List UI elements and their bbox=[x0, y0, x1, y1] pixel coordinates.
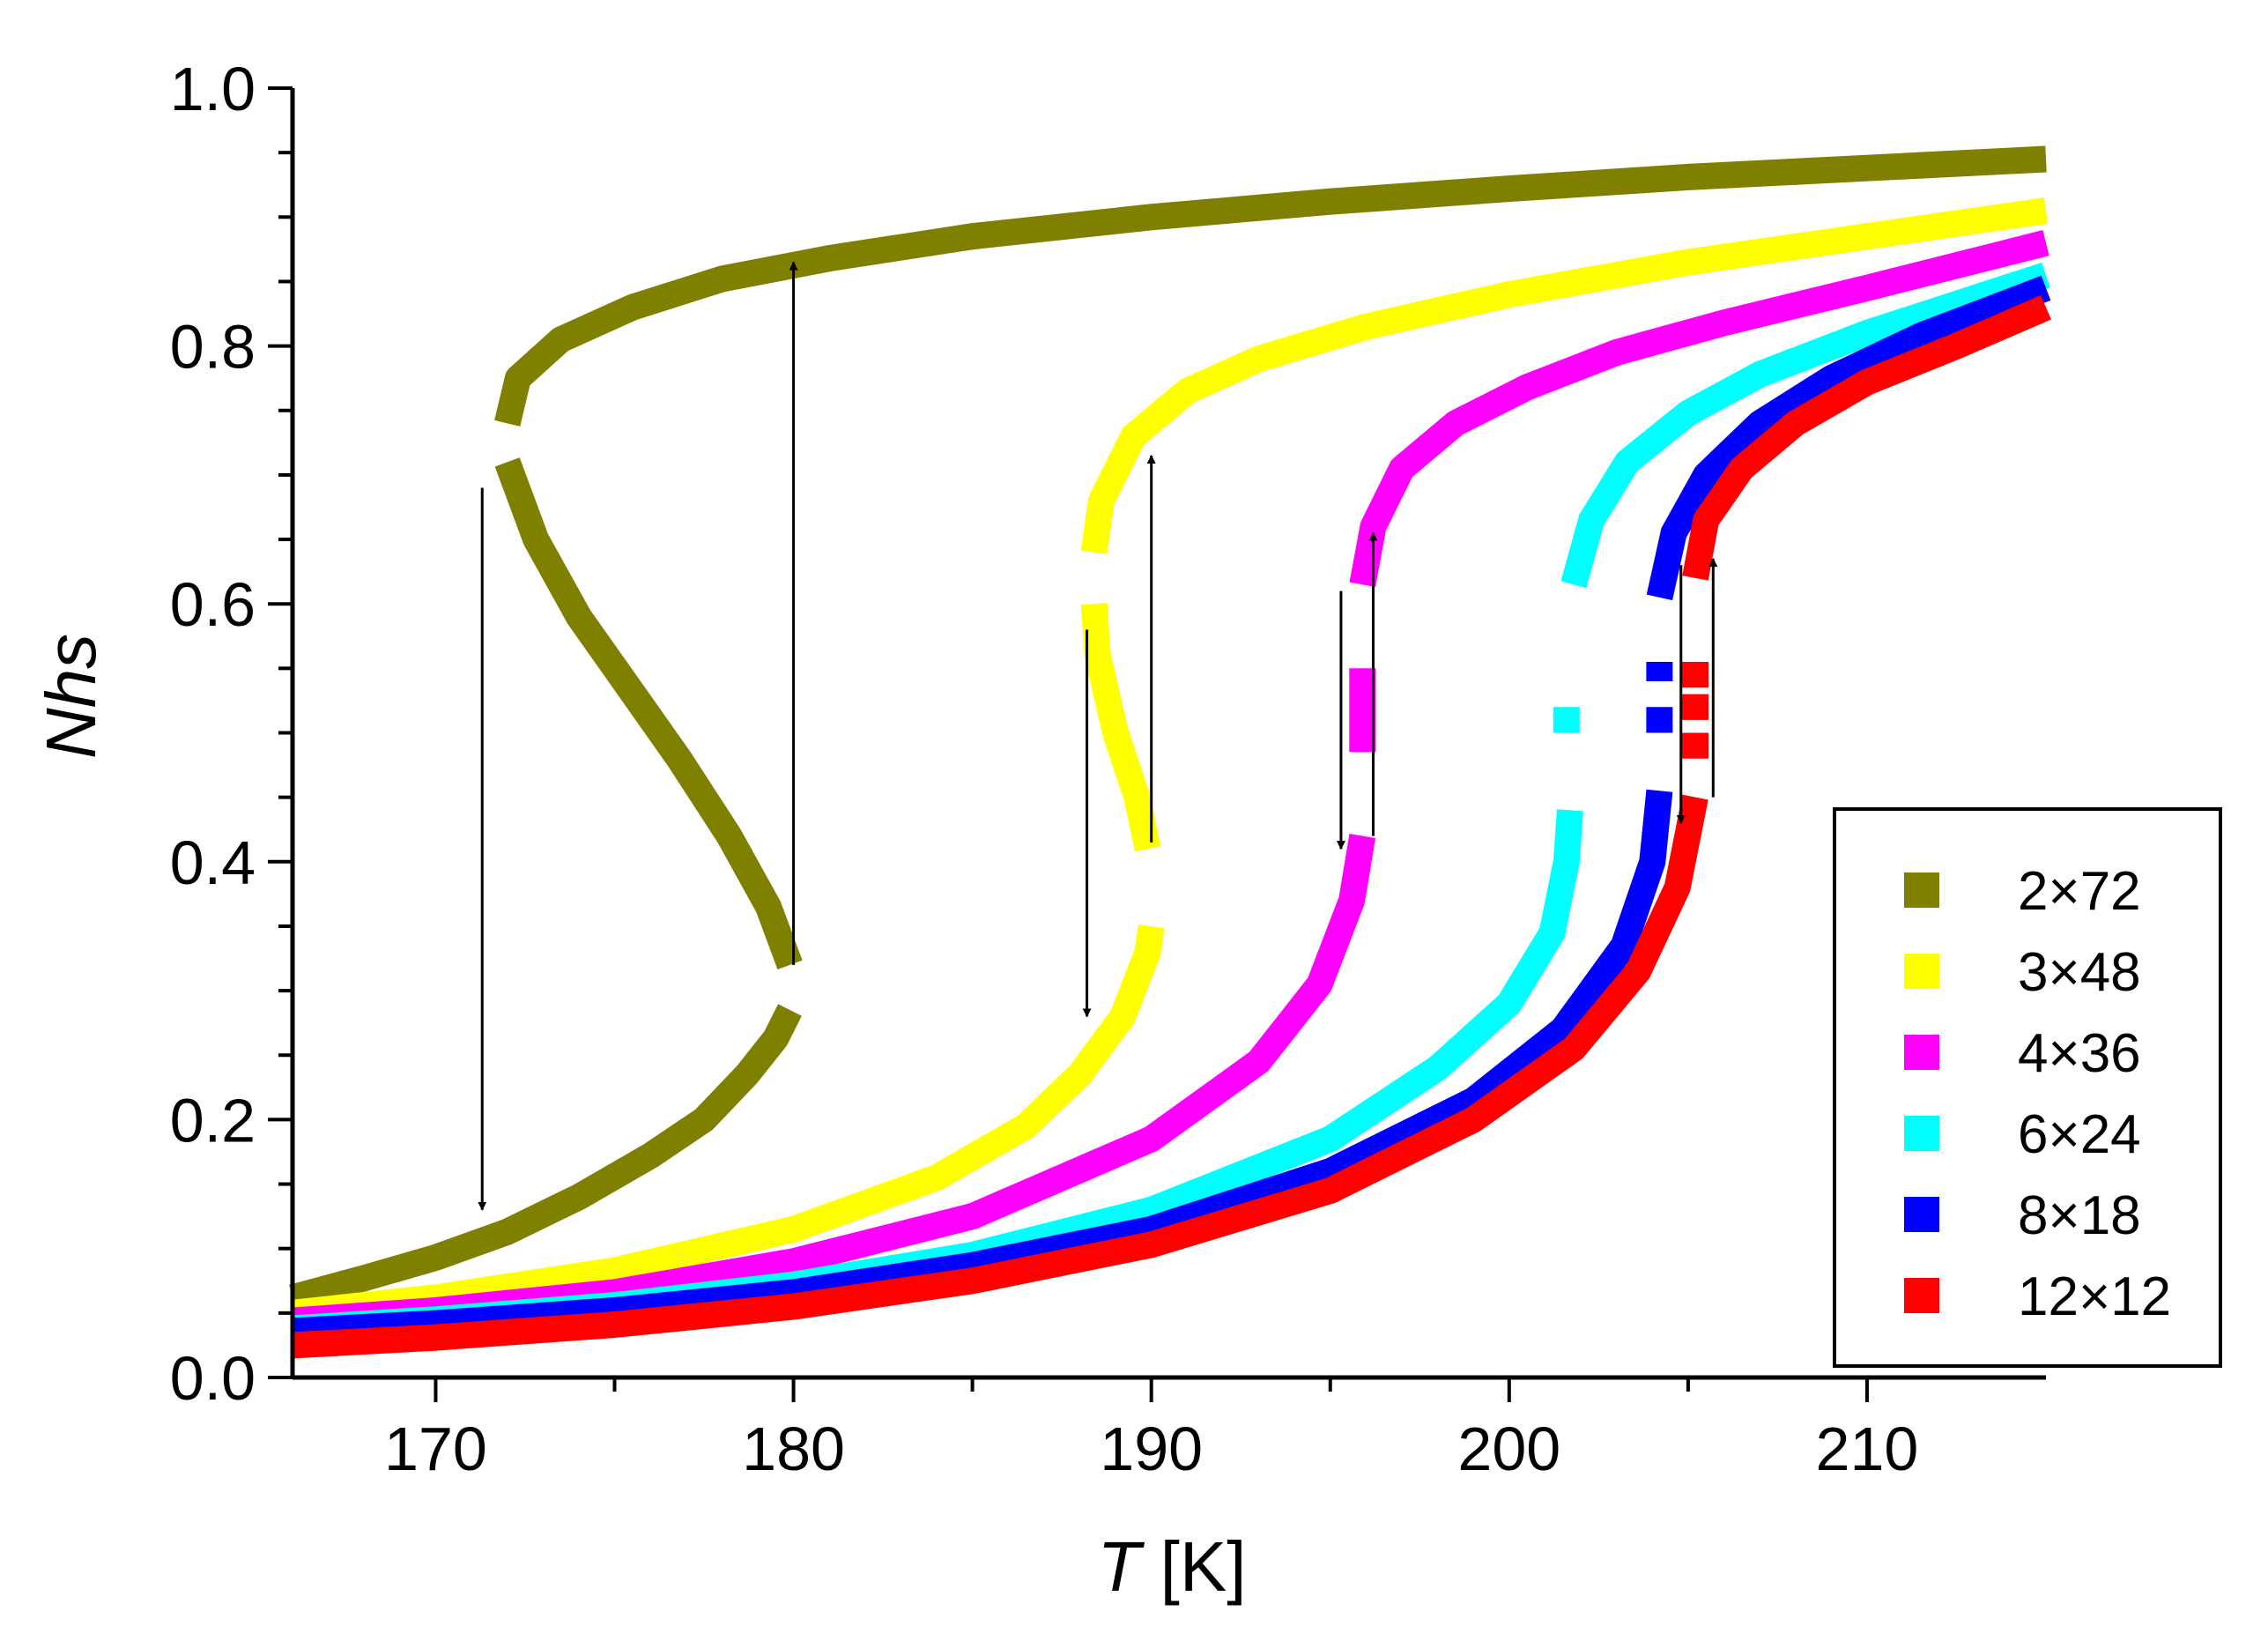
legend-swatch bbox=[1904, 1116, 1939, 1151]
x-tick-label: 210 bbox=[1816, 1415, 1919, 1483]
series-segment bbox=[289, 1004, 802, 1311]
legend-swatch bbox=[1904, 954, 1939, 989]
x-ticks: 170 180 190 200 210 bbox=[384, 1377, 1918, 1483]
series-segment bbox=[1349, 230, 2049, 588]
y-ticks: 0.0 0.2 0.4 0.6 0.8 1.0 bbox=[170, 55, 293, 1413]
legend-label: 4×36 bbox=[2018, 1023, 2141, 1084]
series-segment bbox=[1080, 603, 1161, 852]
legend-swatch bbox=[1904, 1278, 1939, 1313]
legend: 2×72 3×48 4×36 6×24 8×18 12×12 bbox=[1833, 807, 2222, 1368]
series-segment bbox=[292, 794, 1708, 1359]
legend-swatch bbox=[1904, 1197, 1939, 1232]
y-axis-title: Nhs bbox=[32, 634, 110, 759]
legend-label: 3×48 bbox=[2018, 942, 2141, 1003]
arrows-layer bbox=[478, 261, 1718, 1211]
x-axis-title-variable: T bbox=[1098, 1527, 1145, 1606]
legend-label: 2×72 bbox=[2018, 861, 2141, 922]
series-segment bbox=[494, 457, 803, 970]
legend-label: 8×18 bbox=[2018, 1185, 2141, 1246]
series-segment bbox=[1646, 275, 2051, 601]
x-axis-title: T [K] bbox=[1098, 1527, 1247, 1606]
x-tick-label: 170 bbox=[384, 1415, 487, 1483]
y-tick-label: 0.4 bbox=[170, 828, 256, 897]
series-segment bbox=[292, 789, 1673, 1345]
y-tick-label: 0.2 bbox=[170, 1086, 256, 1155]
series-segment bbox=[494, 145, 2047, 427]
series-segment bbox=[1560, 262, 2050, 589]
y-tick-label: 0.8 bbox=[170, 313, 256, 382]
series-segment bbox=[1080, 197, 2049, 554]
legend-swatch bbox=[1904, 1035, 1939, 1070]
x-tick-label: 190 bbox=[1100, 1415, 1203, 1483]
axes: 170 180 190 200 210 0.0 0.2 0.4 0.6 0.8 1.0 bbox=[170, 55, 2046, 1483]
legend-label: 6×24 bbox=[2018, 1104, 2141, 1165]
legend-box bbox=[1833, 807, 2222, 1368]
series-5 bbox=[292, 275, 2051, 1345]
legend-label: 12×12 bbox=[2018, 1266, 2171, 1327]
y-tick-label: 0.6 bbox=[170, 570, 256, 639]
x-axis-title-unit: [K] bbox=[1140, 1527, 1246, 1606]
series-segment bbox=[291, 924, 1165, 1326]
series-6 bbox=[292, 294, 2051, 1359]
curves-layer bbox=[289, 145, 2051, 1359]
series-1 bbox=[289, 145, 2047, 1311]
legend-items: 2×72 3×48 4×36 6×24 8×18 12×12 bbox=[1904, 861, 2171, 1327]
y-tick-label: 0.0 bbox=[170, 1344, 256, 1413]
x-tick-label: 200 bbox=[1457, 1415, 1560, 1483]
series-segment bbox=[1682, 294, 2051, 581]
x-tick-label: 180 bbox=[742, 1415, 845, 1483]
series-2 bbox=[291, 197, 2049, 1326]
y-tick-label: 1.0 bbox=[170, 55, 256, 123]
legend-swatch bbox=[1904, 872, 1939, 908]
